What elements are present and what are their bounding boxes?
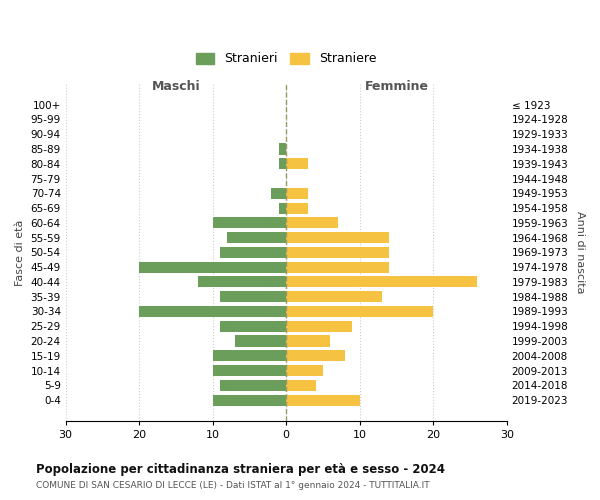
Y-axis label: Fasce di età: Fasce di età [15,219,25,286]
Legend: Stranieri, Straniere: Stranieri, Straniere [190,46,383,72]
Text: Maschi: Maschi [152,80,200,93]
Bar [212,394,286,406]
Bar [220,380,286,391]
Bar [286,262,389,272]
Bar [286,320,352,332]
Bar [227,232,286,243]
Bar [212,350,286,362]
Bar [212,365,286,376]
Bar [139,262,286,272]
Y-axis label: Anni di nascita: Anni di nascita [575,211,585,294]
Text: Femmine: Femmine [364,80,428,93]
Bar [286,365,323,376]
Bar [139,306,286,317]
Bar [286,232,389,243]
Bar [286,350,345,362]
Bar [286,336,331,346]
Text: Popolazione per cittadinanza straniera per età e sesso - 2024: Popolazione per cittadinanza straniera p… [36,462,445,475]
Bar [286,247,389,258]
Bar [212,218,286,228]
Bar [279,144,286,154]
Bar [286,158,308,170]
Bar [220,291,286,302]
Bar [220,320,286,332]
Bar [286,291,382,302]
Bar [279,158,286,170]
Bar [286,380,316,391]
Bar [286,202,308,213]
Bar [271,188,286,199]
Bar [286,188,308,199]
Bar [286,276,478,287]
Bar [220,247,286,258]
Bar [286,306,433,317]
Bar [198,276,286,287]
Bar [286,218,338,228]
Bar [279,202,286,213]
Text: COMUNE DI SAN CESARIO DI LECCE (LE) - Dati ISTAT al 1° gennaio 2024 - TUTTITALIA: COMUNE DI SAN CESARIO DI LECCE (LE) - Da… [36,481,430,490]
Bar [286,394,360,406]
Bar [235,336,286,346]
